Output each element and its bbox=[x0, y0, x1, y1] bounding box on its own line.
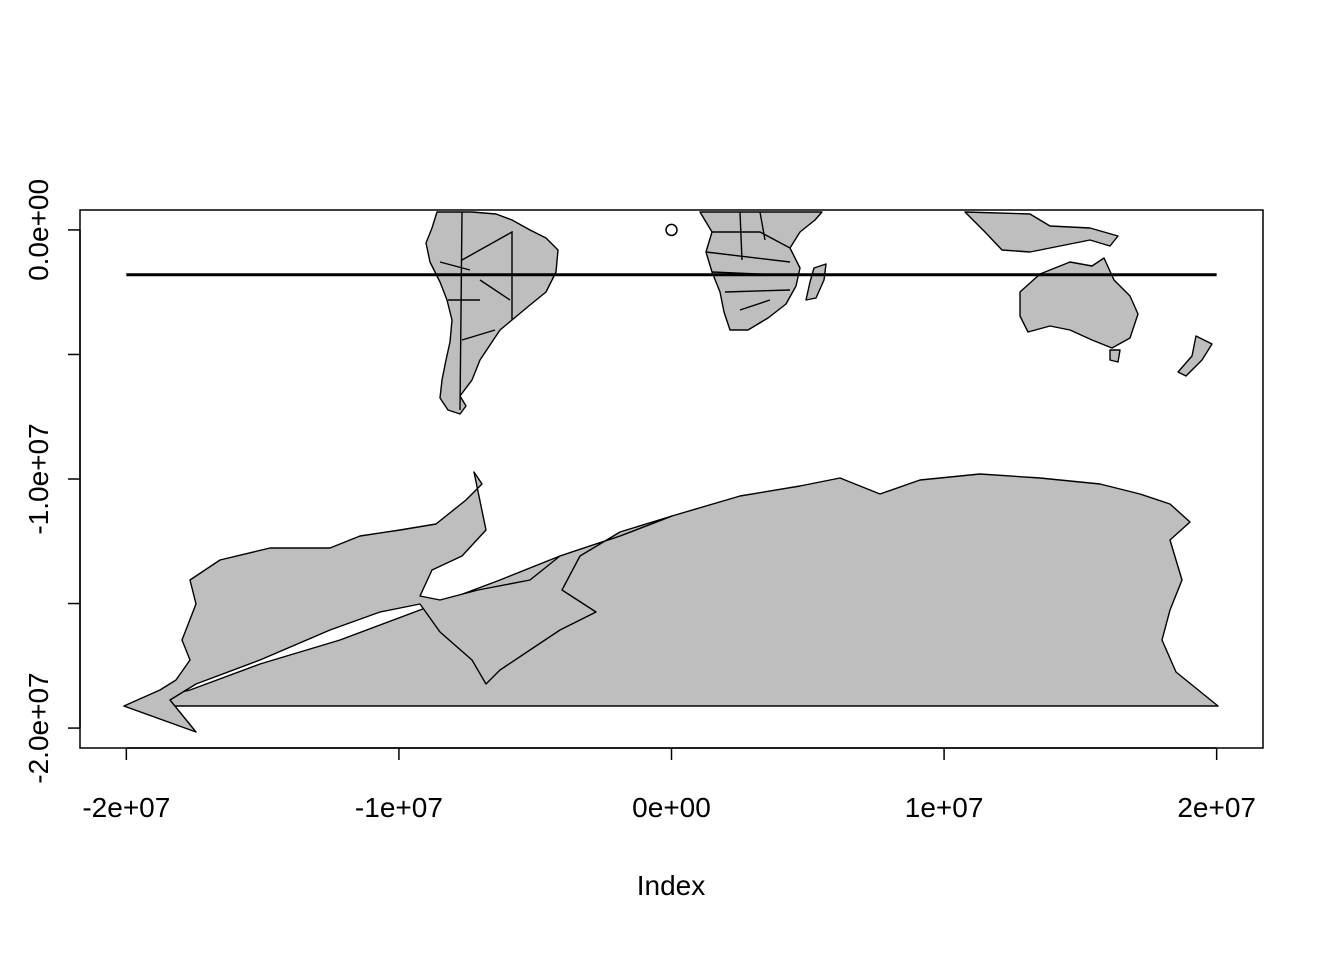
madagascar-polygon bbox=[805, 263, 827, 301]
x-tick-label: -2e+07 bbox=[82, 792, 170, 823]
y-tick-label: -1.0e+07 bbox=[23, 423, 54, 534]
x-tick-label: 2e+07 bbox=[1177, 792, 1256, 823]
x-tick-label: -1e+07 bbox=[355, 792, 443, 823]
southeast-asia-polygon bbox=[964, 211, 1119, 253]
x-tick-label: 0e+00 bbox=[632, 792, 711, 823]
y-axis: 0.0e+00 -1.0e+07 -2.0e+07 bbox=[23, 179, 81, 784]
south-america-polygon bbox=[425, 211, 559, 415]
africa-polygon bbox=[699, 211, 823, 331]
map-layer bbox=[123, 211, 1219, 733]
x-axis: -2e+07 -1e+07 0e+00 1e+07 2e+07 bbox=[82, 747, 1256, 823]
australia-polygon bbox=[1019, 257, 1139, 349]
series-layer bbox=[126, 223, 1217, 277]
new-zealand-polygon bbox=[1177, 335, 1213, 377]
antarctica-west-polygon bbox=[123, 471, 673, 733]
y-tick-label: -2.0e+07 bbox=[23, 672, 54, 783]
y-tick-label: 0.0e+00 bbox=[23, 179, 54, 281]
x-tick-label: 1e+07 bbox=[905, 792, 984, 823]
data-point bbox=[665, 223, 678, 237]
x-axis-title: Index bbox=[637, 870, 706, 901]
